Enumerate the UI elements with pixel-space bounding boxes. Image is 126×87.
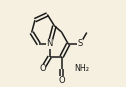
Text: O: O: [58, 76, 65, 85]
Text: N: N: [46, 39, 53, 48]
Text: NH₂: NH₂: [74, 64, 89, 73]
Text: S: S: [77, 39, 83, 48]
Text: O: O: [39, 64, 46, 73]
